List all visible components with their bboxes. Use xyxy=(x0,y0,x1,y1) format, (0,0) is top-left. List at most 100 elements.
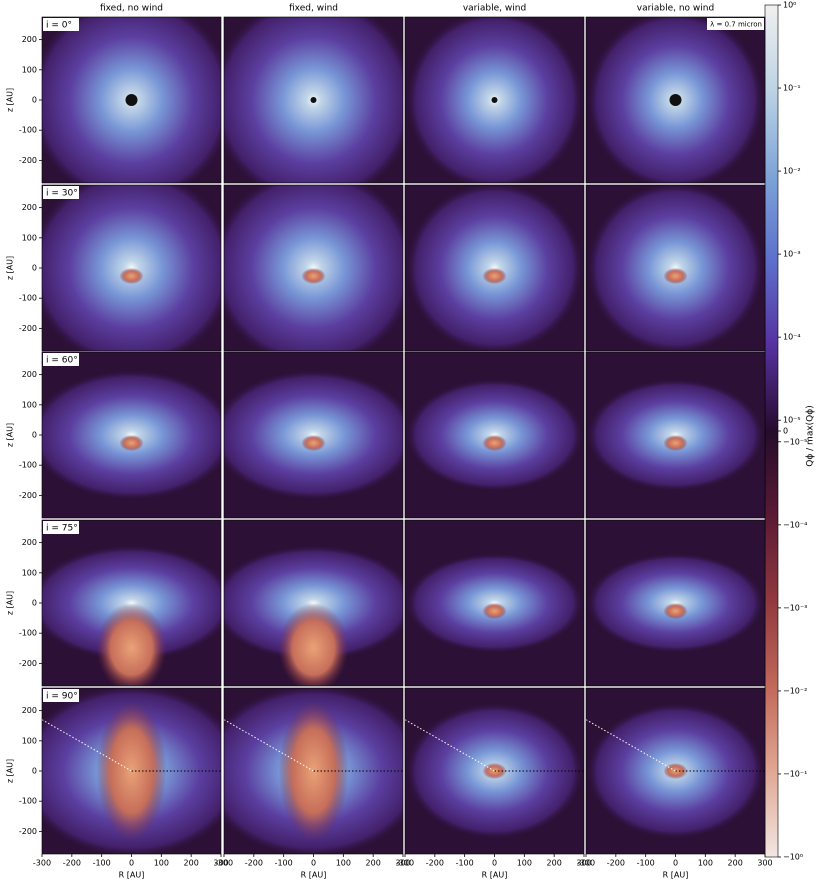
panel xyxy=(586,185,765,351)
y-tick-label: -100 xyxy=(19,629,37,638)
panel-frame xyxy=(585,16,766,184)
y-axis-label: z [AU] xyxy=(6,88,15,112)
y-tick-label: 100 xyxy=(22,65,37,74)
colorbar-tick-label: 10⁻¹ xyxy=(783,84,801,93)
y-tick-label: -100 xyxy=(19,797,37,806)
y-tick-label: 200 xyxy=(22,706,37,715)
x-tick-label: 300 xyxy=(395,859,410,868)
panel xyxy=(405,520,584,686)
x-tick-label: 0 xyxy=(673,859,678,868)
colorbar-label: Qϕ / max(Qϕ) xyxy=(806,405,816,466)
y-tick-label: 100 xyxy=(22,233,37,242)
colorbar xyxy=(764,4,779,858)
panel xyxy=(586,688,765,854)
row-label-box xyxy=(43,353,79,366)
panel xyxy=(405,185,584,351)
inner-hole xyxy=(669,94,682,106)
x-tick-label: -300 xyxy=(396,859,414,868)
y-axis-label: z [AU] xyxy=(6,423,15,447)
negative-region xyxy=(96,603,167,686)
negative-region xyxy=(119,435,144,451)
y-tick-label: 200 xyxy=(22,370,37,379)
column-title: variable, no wind xyxy=(637,4,714,14)
negative-region xyxy=(663,603,688,619)
x-axis-label: R [AU] xyxy=(119,871,145,880)
inner-hole xyxy=(491,97,498,103)
panel xyxy=(586,352,765,518)
negative-region xyxy=(663,435,688,451)
panel xyxy=(42,185,221,351)
colorbar-tick-label: 10⁻⁴ xyxy=(783,333,801,342)
colorbar-tick-label: 10⁰ xyxy=(783,1,796,10)
panel-frame xyxy=(404,16,585,184)
negative-region xyxy=(482,268,507,284)
x-tick-label: 0 xyxy=(129,859,134,868)
y-axis-label: z [AU] xyxy=(6,759,15,783)
y-axis-label: z [AU] xyxy=(6,256,15,280)
x-axis-label: R [AU] xyxy=(301,871,327,880)
row-label-box xyxy=(43,521,79,534)
x-tick-label: 0 xyxy=(492,859,497,868)
panel xyxy=(42,688,221,854)
y-tick-label: 100 xyxy=(22,568,37,577)
x-tick-label: -100 xyxy=(456,859,474,868)
panel-frame xyxy=(585,519,766,687)
y-tick-label: -200 xyxy=(19,324,37,333)
panel-frame xyxy=(585,351,766,519)
negative-region xyxy=(278,603,349,686)
x-tick-label: -100 xyxy=(275,859,293,868)
row-label: i = 30° xyxy=(46,189,78,199)
y-tick-label: -200 xyxy=(19,827,37,836)
y-tick-label: 0 xyxy=(32,431,37,440)
x-tick-label: 0 xyxy=(311,859,316,868)
x-tick-label: 200 xyxy=(547,859,562,868)
panel xyxy=(42,352,221,518)
panel-frame xyxy=(223,519,404,687)
colorbar-tick-label: −10⁻¹ xyxy=(783,769,807,778)
x-tick-label: -200 xyxy=(245,859,263,868)
y-tick-label: -100 xyxy=(19,461,37,470)
x-tick-label: -200 xyxy=(426,859,444,868)
negative-region xyxy=(119,268,144,284)
inner-hole xyxy=(310,97,317,103)
annotation: λ = 0.7 micron xyxy=(710,21,762,29)
x-tick-label: 100 xyxy=(517,859,532,868)
y-tick-label: 200 xyxy=(22,538,37,547)
panel xyxy=(405,688,584,854)
colorbar-tick-label: −10⁰ xyxy=(783,853,803,862)
colorbar-tick-label: −10⁻⁴ xyxy=(783,520,807,529)
panel xyxy=(405,352,584,518)
panel xyxy=(224,17,403,183)
y-tick-label: 200 xyxy=(22,203,37,212)
colorbar-tick-label: −10⁻² xyxy=(783,686,807,695)
y-tick-label: 200 xyxy=(22,35,37,44)
x-tick-label: 200 xyxy=(728,859,743,868)
x-tick-label: 100 xyxy=(154,859,169,868)
colorbar-tick-label: 0 xyxy=(783,427,788,436)
y-tick-label: -200 xyxy=(19,659,37,668)
row-label-box xyxy=(43,18,79,31)
column-title: fixed, no wind xyxy=(100,4,163,14)
panel xyxy=(224,185,403,351)
y-tick-label: 100 xyxy=(22,400,37,409)
panel xyxy=(224,520,403,686)
row-label: i = 75° xyxy=(46,524,78,534)
y-tick-label: -100 xyxy=(19,294,37,303)
panel-frame xyxy=(223,184,404,352)
x-tick-label: -300 xyxy=(215,859,233,868)
panel-frame xyxy=(404,184,585,352)
x-tick-label: -200 xyxy=(63,859,81,868)
panel-frame xyxy=(404,351,585,519)
y-tick-label: -100 xyxy=(19,126,37,135)
row-label: i = 60° xyxy=(46,356,78,366)
x-tick-label: 300 xyxy=(576,859,591,868)
colorbar-tick-label: 10⁻⁵ xyxy=(783,416,801,425)
panel-frame xyxy=(223,351,404,519)
y-tick-label: 0 xyxy=(32,96,37,105)
x-tick-label: -100 xyxy=(93,859,111,868)
x-tick-label: 300 xyxy=(757,859,772,868)
inner-hole xyxy=(125,94,138,106)
panel-frame xyxy=(404,519,585,687)
negative-region xyxy=(301,435,326,451)
x-tick-label: -300 xyxy=(577,859,595,868)
